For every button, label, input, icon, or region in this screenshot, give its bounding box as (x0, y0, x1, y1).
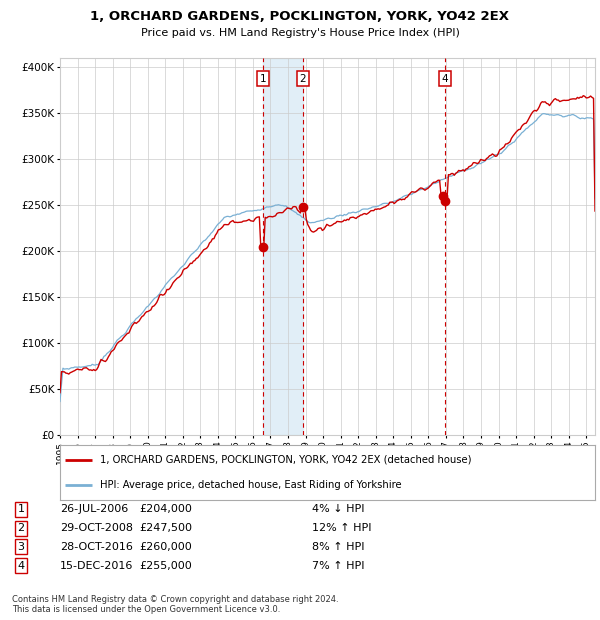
Text: 15-DEC-2016: 15-DEC-2016 (60, 560, 133, 570)
Text: Price paid vs. HM Land Registry's House Price Index (HPI): Price paid vs. HM Land Registry's House … (140, 28, 460, 38)
Text: 7% ↑ HPI: 7% ↑ HPI (312, 560, 365, 570)
Text: 28-OCT-2016: 28-OCT-2016 (60, 542, 133, 552)
Text: Contains HM Land Registry data © Crown copyright and database right 2024.
This d: Contains HM Land Registry data © Crown c… (12, 595, 338, 614)
Text: 29-OCT-2008: 29-OCT-2008 (60, 523, 133, 533)
Bar (263, 58, 302, 435)
Text: £247,500: £247,500 (139, 523, 192, 533)
Text: 12% ↑ HPI: 12% ↑ HPI (312, 523, 371, 533)
Text: 4: 4 (17, 560, 25, 570)
Text: 2: 2 (299, 74, 306, 84)
Text: HPI: Average price, detached house, East Riding of Yorkshire: HPI: Average price, detached house, East… (100, 480, 402, 490)
Text: 26-JUL-2006: 26-JUL-2006 (60, 505, 128, 515)
Text: £204,000: £204,000 (139, 505, 192, 515)
Text: 4: 4 (442, 74, 449, 84)
Text: 2: 2 (17, 523, 25, 533)
Text: £260,000: £260,000 (139, 542, 192, 552)
Text: 1, ORCHARD GARDENS, POCKLINGTON, YORK, YO42 2EX (detached house): 1, ORCHARD GARDENS, POCKLINGTON, YORK, Y… (100, 455, 472, 465)
Text: 4% ↓ HPI: 4% ↓ HPI (312, 505, 365, 515)
Text: £255,000: £255,000 (139, 560, 192, 570)
Text: 1: 1 (259, 74, 266, 84)
Text: 1: 1 (17, 505, 25, 515)
Text: 8% ↑ HPI: 8% ↑ HPI (312, 542, 365, 552)
Text: 3: 3 (17, 542, 25, 552)
Text: 1, ORCHARD GARDENS, POCKLINGTON, YORK, YO42 2EX: 1, ORCHARD GARDENS, POCKLINGTON, YORK, Y… (91, 10, 509, 23)
